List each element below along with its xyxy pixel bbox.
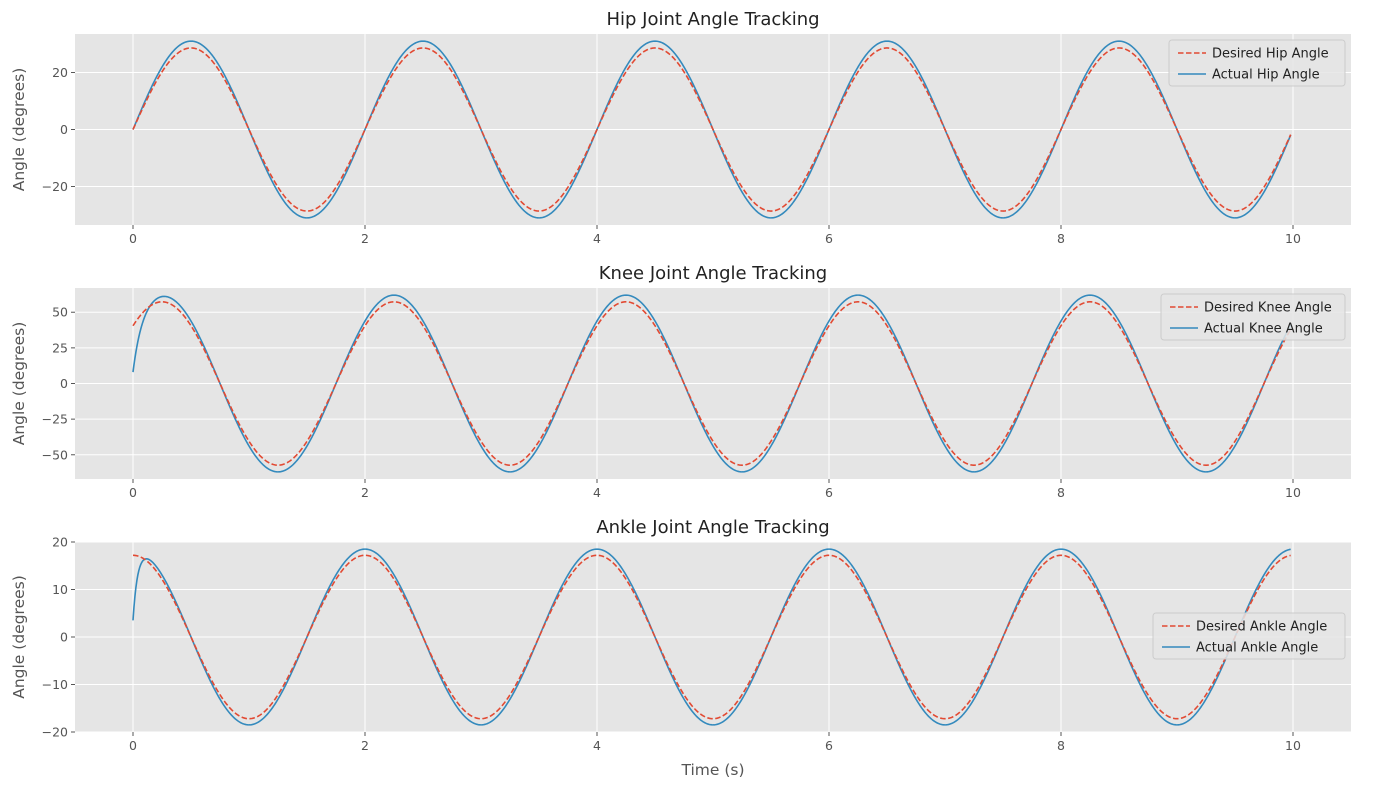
ankle-y-axis-label: Angle (degrees)	[10, 575, 28, 699]
knee-legend-label: Desired Knee Angle	[1204, 301, 1332, 316]
hip-legend-label: Desired Hip Angle	[1212, 47, 1329, 62]
hip-y-axis-label: Angle (degrees)	[10, 68, 28, 192]
knee-y-tick-label: −25	[42, 412, 68, 427]
hip-subplot: 0 2 4 6 8 10 20 0 −20 Hip Joint Angle Tracking Ang…	[10, 9, 1351, 246]
knee-desired-line	[132, 301, 1292, 466]
ankle-x-tick-label: 8	[1057, 738, 1065, 753]
knee-x-tick-label: 0	[129, 485, 137, 500]
knee-legend: Desired Knee Angle Actual Knee Angle	[1160, 293, 1346, 341]
ankle-x-tick-label: 2	[361, 738, 369, 753]
hip-y-tick-label: 20	[52, 65, 68, 80]
ankle-x-tick-label: 10	[1285, 738, 1301, 753]
knee-x-tick-label: 6	[825, 485, 833, 500]
knee-y-tick-label: 0	[60, 376, 68, 391]
ankle-actual-line	[132, 548, 1291, 726]
hip-x-tick-label: 8	[1057, 231, 1065, 246]
ankle-desired-line	[132, 554, 1291, 720]
knee-x-tick-label: 2	[361, 485, 369, 500]
hip-x-tick-label: 4	[593, 231, 601, 246]
ankle-x-tick-label: 0	[129, 738, 137, 753]
knee-legend-label: Actual Knee Angle	[1204, 322, 1323, 337]
knee-subplot: 0 2 4 6 8 10 50 25 0 −25 −50 Knee Joint Angle Track…	[10, 263, 1351, 500]
knee-x-tick-label: 8	[1057, 485, 1065, 500]
hip-x-tick-label: 6	[825, 231, 833, 246]
ankle-y-tick-label: 20	[52, 535, 68, 550]
hip-title: Hip Joint Angle Tracking	[606, 9, 819, 30]
knee-x-tick-label: 4	[593, 485, 601, 500]
ankle-x-tick-label: 4	[593, 738, 601, 753]
knee-x-tick-label: 10	[1285, 485, 1301, 500]
knee-y-tick-label: 50	[52, 305, 68, 320]
ankle-y-tick-label: 10	[52, 582, 68, 597]
ankle-legend-label: Desired Ankle Angle	[1196, 620, 1327, 635]
ankle-y-tick-label: 0	[60, 630, 68, 645]
ankle-title: Ankle Joint Angle Tracking	[596, 517, 829, 538]
ankle-legend-label: Actual Ankle Angle	[1196, 641, 1318, 656]
hip-x-tick-label: 2	[361, 231, 369, 246]
hip-y-tick-label: −20	[42, 179, 68, 194]
knee-y-tick-label: 25	[52, 340, 68, 355]
ankle-subplot: 0 2 4 6 8 10 20 10 0 −10 −20 Ankle Joint Angle Trac…	[10, 517, 1351, 779]
hip-x-tick-label: 10	[1285, 231, 1301, 246]
hip-legend: Desired Hip Angle Actual Hip Angle	[1168, 39, 1346, 87]
ankle-series-group	[132, 548, 1291, 726]
ankle-x-tick-label: 6	[825, 738, 833, 753]
hip-series-group	[132, 40, 1292, 219]
ankle-x-axis-label: Time (s)	[680, 761, 744, 779]
ankle-y-tick-label: −20	[42, 725, 68, 740]
knee-y-tick-label: −50	[42, 447, 68, 462]
knee-series-group	[132, 294, 1292, 473]
hip-y-tick-label: 0	[60, 122, 68, 137]
ankle-y-tick-label: −10	[42, 677, 68, 692]
hip-x-tick-label: 0	[129, 231, 137, 246]
hip-legend-frame	[1168, 39, 1346, 87]
ankle-legend: Desired Ankle Angle Actual Ankle Angle	[1152, 612, 1346, 660]
hip-legend-label: Actual Hip Angle	[1212, 68, 1320, 83]
knee-y-axis-label: Angle (degrees)	[10, 322, 28, 446]
hip-desired-line	[132, 47, 1292, 212]
knee-legend-frame	[1160, 293, 1346, 341]
knee-title: Knee Joint Angle Tracking	[599, 263, 827, 284]
ankle-legend-frame	[1152, 612, 1346, 660]
